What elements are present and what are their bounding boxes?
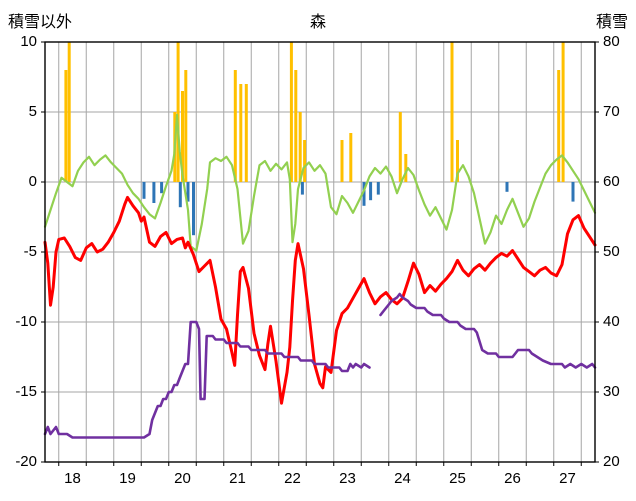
x-tick-label: 27: [559, 470, 576, 487]
x-tick-label: 19: [119, 470, 136, 487]
left-axis-title: 積雪以外: [8, 14, 73, 31]
x-tick-label: 26: [504, 470, 521, 487]
left-tick-label: -10: [15, 313, 37, 330]
right-tick-label: 50: [603, 243, 620, 260]
x-tick-label: 21: [229, 470, 246, 487]
x-tick-label: 20: [174, 470, 191, 487]
left-tick-label: -20: [15, 453, 37, 470]
x-tick-label: 22: [284, 470, 301, 487]
left-tick-label: -15: [15, 383, 37, 400]
right-tick-label: 20: [603, 453, 620, 470]
right-axis-title: 積雪: [595, 14, 628, 31]
right-tick-label: 80: [603, 33, 620, 50]
right-tick-label: 40: [603, 313, 620, 330]
left-tick-label: 10: [20, 33, 37, 50]
x-tick-label: 18: [64, 470, 81, 487]
right-tick-label: 30: [603, 383, 620, 400]
left-tick-label: -5: [23, 243, 37, 260]
left-tick-label: 0: [28, 173, 37, 190]
x-tick-label: 25: [449, 470, 466, 487]
chart-title: 森: [309, 14, 326, 31]
left-tick-label: 5: [28, 103, 37, 120]
right-tick-label: 70: [603, 103, 620, 120]
right-tick-label: 60: [603, 173, 620, 190]
x-tick-label: 23: [339, 470, 356, 487]
x-tick-label: 24: [394, 470, 411, 487]
